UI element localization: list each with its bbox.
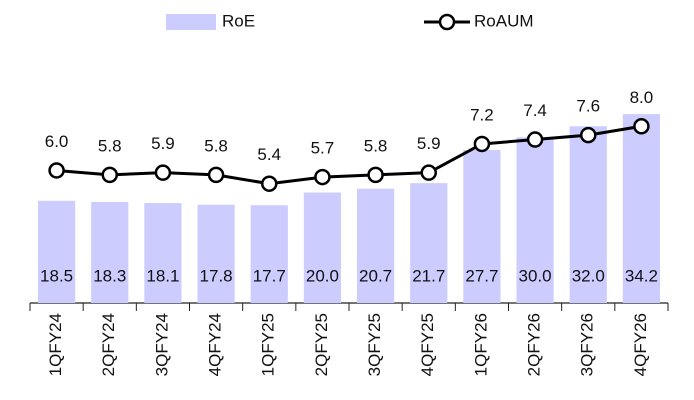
x-tick-label: 4QFY25 xyxy=(418,313,437,376)
line-marker xyxy=(207,166,225,184)
x-tick-label: 4QFY24 xyxy=(206,313,225,376)
line-value-label: 5.8 xyxy=(98,136,122,155)
x-tick-label: 3QFY25 xyxy=(365,313,384,376)
line-value-label: 7.6 xyxy=(576,97,600,116)
line-marker xyxy=(420,164,437,181)
bar-value-label: 17.8 xyxy=(200,266,233,285)
line-value-label: 5.7 xyxy=(311,139,335,158)
line-marker xyxy=(633,118,650,135)
line-value-label: 8.0 xyxy=(630,88,654,107)
line-marker xyxy=(314,168,331,186)
bar-value-label: 30.0 xyxy=(519,266,552,285)
x-tick-label: 1QFY26 xyxy=(471,313,490,376)
line-marker xyxy=(261,175,278,192)
line-value-label: 5.8 xyxy=(364,136,388,155)
bar-value-label: 20.0 xyxy=(306,266,339,285)
line-value-label: 7.2 xyxy=(470,105,494,124)
bar xyxy=(516,137,554,303)
line-marker xyxy=(48,162,65,179)
line-marker xyxy=(473,135,491,153)
bar-value-label: 27.7 xyxy=(465,266,498,285)
line-marker xyxy=(367,166,384,184)
bar-value-label: 17.7 xyxy=(253,266,286,285)
x-tick-label: 1QFY25 xyxy=(259,313,278,376)
line-value-label: 5.4 xyxy=(257,145,281,164)
line-value-label: 5.8 xyxy=(204,136,228,155)
line xyxy=(56,124,642,186)
legend-swatch xyxy=(166,14,216,30)
bar xyxy=(463,150,501,303)
bar xyxy=(303,192,342,303)
bar-value-label: 34.2 xyxy=(625,266,658,285)
bar xyxy=(622,114,661,303)
bar xyxy=(91,201,129,303)
x-tick-label: 3QFY26 xyxy=(578,313,597,376)
bar xyxy=(37,200,76,303)
x-tick-label: 2QFY26 xyxy=(525,313,544,376)
bar-value-label: 18.5 xyxy=(40,266,73,285)
x-tick-label: 2QFY24 xyxy=(99,313,118,376)
line-marker xyxy=(580,126,597,144)
x-tick-label: 2QFY25 xyxy=(312,313,331,376)
bar-value-label: 20.7 xyxy=(359,266,392,285)
bar xyxy=(410,183,448,303)
bar xyxy=(569,126,607,303)
bar-value-label: 32.0 xyxy=(572,266,605,285)
line-marker xyxy=(154,164,172,181)
bar xyxy=(197,204,235,303)
legend-label: RoE xyxy=(222,11,255,30)
line-value-label: 7.4 xyxy=(523,101,547,120)
bar xyxy=(144,203,182,303)
bar xyxy=(356,188,395,303)
legend-label: RoAUM xyxy=(474,11,534,30)
x-tick-label: 1QFY24 xyxy=(46,313,65,376)
bar xyxy=(250,205,288,303)
line-value-label: 5.9 xyxy=(151,134,175,153)
bar-value-label: 21.7 xyxy=(412,266,445,285)
legend-swatch xyxy=(438,13,456,31)
line-marker xyxy=(526,131,544,148)
x-tick-label: 4QFY26 xyxy=(631,313,650,376)
line-value-label: 6.0 xyxy=(45,132,69,151)
x-tick-label: 3QFY24 xyxy=(152,313,171,376)
line-marker xyxy=(101,166,118,184)
bar-value-label: 18.1 xyxy=(146,266,179,285)
bar-value-label: 18.3 xyxy=(93,266,126,285)
line-value-label: 5.9 xyxy=(417,134,441,153)
